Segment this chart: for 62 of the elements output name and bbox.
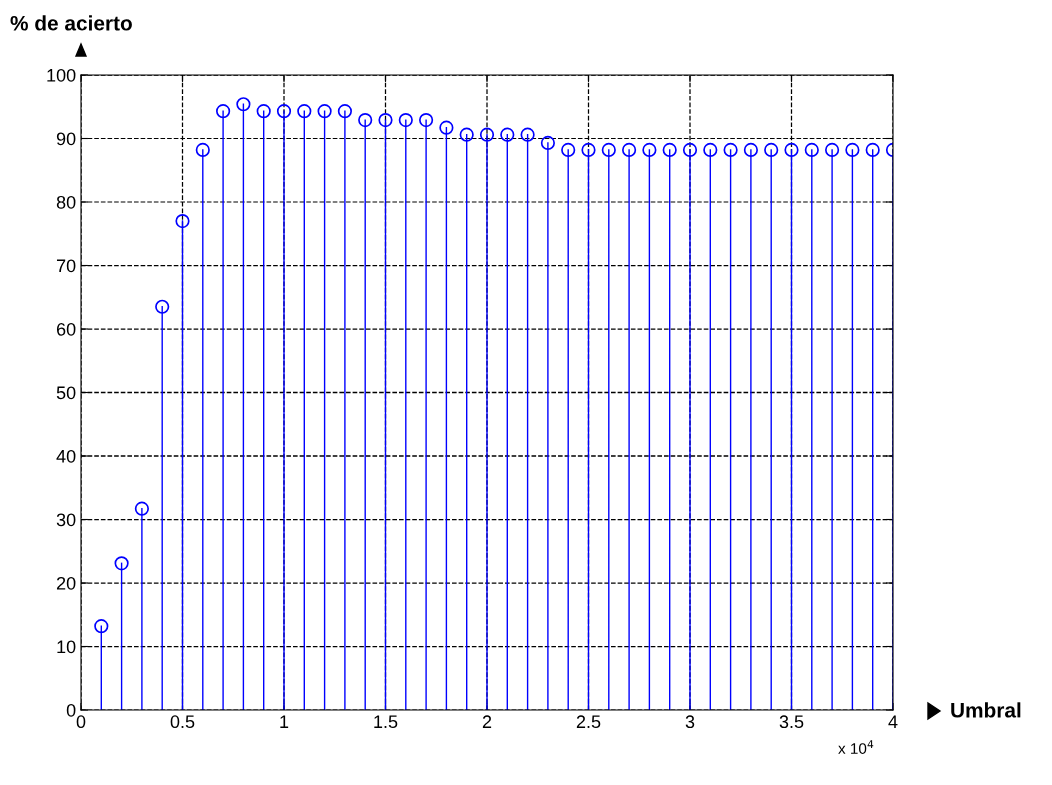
point: [236, 97, 251, 112]
y-tick-label: 10: [57, 640, 76, 654]
point: [276, 104, 292, 119]
point: [337, 104, 352, 119]
point: [784, 142, 799, 158]
point: [845, 142, 860, 158]
point: [540, 135, 555, 151]
point: [642, 142, 657, 158]
point: [703, 142, 718, 158]
point: [216, 104, 231, 119]
point: [94, 619, 109, 634]
x-tick-label: 2: [482, 715, 492, 728]
point: [622, 142, 637, 158]
x-tick-label: 4: [888, 715, 898, 728]
x-tick-label: 0: [76, 715, 86, 729]
point: [459, 127, 474, 142]
point: [155, 299, 170, 314]
y-tick-label: 100: [47, 68, 76, 82]
point: [398, 112, 413, 128]
y-tick-label: 30: [56, 513, 76, 527]
point: [601, 142, 616, 158]
point: [256, 104, 271, 119]
y-tick-label: 90: [56, 132, 76, 146]
x-tick-label: 2.5: [576, 715, 601, 729]
point: [561, 142, 576, 158]
point: [114, 556, 129, 571]
point: [825, 142, 840, 158]
point: [439, 120, 454, 135]
x-axis-title: Umbral: [951, 702, 1021, 718]
y-tick-label: 40: [56, 449, 76, 463]
y-tick-label: 20: [56, 576, 76, 590]
point: [317, 104, 332, 119]
y-tick-label: 60: [56, 322, 76, 336]
point: [378, 112, 393, 128]
point: [520, 127, 535, 142]
point: [419, 112, 434, 128]
point: [581, 142, 596, 158]
point: [804, 142, 819, 158]
point: [500, 127, 515, 142]
point: [662, 142, 677, 158]
point: [358, 112, 373, 128]
point: [297, 104, 312, 119]
y-tick-label: 70: [56, 259, 76, 273]
point: [865, 142, 880, 158]
x-tick-label: 1.5: [374, 715, 398, 729]
point: [682, 142, 698, 158]
x-tick-label: 0.5: [170, 715, 195, 729]
text: x 10$^{4}$: [838, 740, 874, 754]
point: [723, 142, 738, 158]
x-tick-label: 3.5: [779, 715, 804, 729]
x-tick-label: 1: [280, 715, 289, 728]
y-tick-label: 0: [66, 703, 76, 717]
point: [764, 142, 779, 158]
point: [134, 501, 149, 516]
point: [743, 142, 758, 158]
y-tick-label: 50: [56, 386, 76, 400]
y-axis-title: % de acierto: [10, 15, 132, 31]
x-tick-label: 3: [685, 715, 695, 729]
y-tick-label: 80: [56, 195, 76, 209]
point: [195, 142, 210, 158]
point: [175, 213, 190, 229]
point: [479, 127, 495, 142]
